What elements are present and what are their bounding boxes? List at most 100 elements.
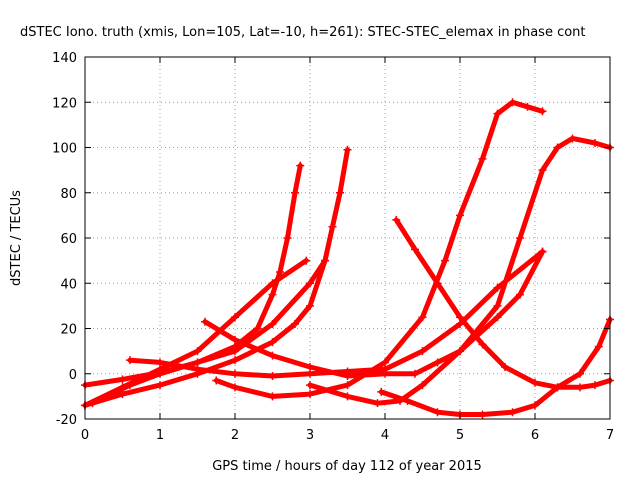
data-point-marker (516, 234, 524, 242)
data-point-marker (418, 381, 427, 390)
series-track-9 (392, 215, 614, 392)
data-point-marker (231, 313, 239, 322)
data-point-marker (193, 365, 202, 374)
data-point-marker (268, 319, 277, 328)
x-tick-label: 0 (81, 428, 89, 443)
data-point-marker (553, 383, 562, 392)
data-point-marker (306, 301, 314, 310)
data-point-marker (381, 358, 389, 367)
data-point-marker (418, 313, 427, 322)
data-point-marker (377, 387, 386, 396)
data-point-marker (231, 356, 239, 365)
series-line (213, 99, 545, 399)
series-track-4 (81, 256, 311, 410)
data-point-marker (231, 347, 239, 356)
series-track-6 (201, 134, 614, 381)
x-tick-label: 7 (606, 428, 614, 443)
data-point-marker (231, 335, 239, 344)
data-point-marker (268, 351, 277, 360)
data-point-marker (508, 408, 517, 417)
data-point-marker (231, 383, 239, 392)
data-point-marker (591, 381, 599, 390)
x-tick-label: 4 (381, 428, 389, 443)
y-tick-label: 140 (52, 51, 77, 66)
data-point-marker (268, 392, 277, 401)
series-track-8 (306, 247, 547, 408)
data-point-marker (523, 102, 532, 111)
series-track-5 (126, 247, 547, 381)
data-point-marker (441, 256, 449, 265)
data-point-marker (478, 154, 487, 163)
x-tick-label: 1 (156, 428, 164, 443)
data-point-marker (268, 338, 277, 347)
x-tick-label: 2 (231, 428, 239, 443)
series-line (82, 147, 350, 408)
data-point-marker (302, 256, 311, 265)
data-point-marker (576, 369, 584, 378)
data-point-marker (276, 267, 284, 276)
data-point-marker (343, 145, 352, 154)
data-point-marker (283, 234, 292, 242)
x-tick-label: 6 (531, 428, 539, 443)
data-point-marker (501, 362, 509, 371)
data-point-marker (321, 256, 329, 265)
series-line (202, 135, 613, 379)
data-point-marker (212, 376, 221, 385)
data-point-marker (193, 347, 202, 356)
data-point-marker (336, 188, 344, 197)
x-tick-label: 5 (456, 428, 464, 443)
y-tick-label: 0 (69, 368, 77, 383)
data-point-marker (568, 134, 577, 143)
x-axis-ticks: 0 1 2 3 4 5 6 7 (81, 57, 614, 443)
data-point-marker (411, 245, 419, 254)
data-point-marker (201, 317, 209, 326)
data-point-marker (478, 340, 487, 349)
data-point-marker (433, 279, 442, 288)
data-point-marker (343, 392, 352, 401)
data-point-marker (253, 324, 262, 333)
x-tick-label: 3 (306, 428, 314, 443)
series-track-10 (377, 315, 614, 419)
data-point-marker (156, 358, 164, 367)
data-point-marker (306, 369, 314, 378)
data-point-marker (193, 358, 202, 367)
data-series (81, 98, 614, 419)
data-point-marker (531, 378, 539, 387)
data-point-marker (576, 383, 584, 392)
data-point-marker (538, 247, 547, 256)
data-point-marker (328, 222, 337, 231)
series-line (90, 258, 328, 406)
data-point-marker (343, 381, 352, 390)
series-track-7 (212, 98, 547, 401)
data-point-marker (433, 358, 442, 367)
data-point-marker (156, 365, 164, 374)
data-point-marker (296, 161, 305, 170)
y-tick-label: 40 (60, 277, 77, 292)
data-point-marker (456, 313, 464, 322)
data-point-marker (538, 107, 547, 116)
y-axis-ticks: -20 0 20 40 60 80 100 120 140 (52, 51, 610, 428)
y-tick-label: 20 (60, 323, 77, 338)
y-tick-label: 60 (60, 232, 77, 247)
data-point-marker (516, 290, 524, 299)
data-point-marker (306, 279, 314, 288)
data-point-marker (291, 188, 299, 197)
data-point-marker (268, 372, 277, 381)
series-line (378, 316, 613, 417)
data-point-marker (456, 347, 464, 356)
data-point-marker (433, 408, 442, 417)
data-point-marker (508, 98, 517, 107)
data-point-marker (306, 390, 314, 399)
data-point-marker (418, 347, 427, 356)
grid-lines (85, 57, 610, 419)
data-point-marker (156, 381, 164, 390)
data-point-marker (493, 283, 502, 292)
data-point-marker (594, 342, 603, 351)
data-point-marker (306, 381, 314, 390)
data-point-marker (553, 143, 562, 152)
data-point-marker (478, 410, 487, 419)
chart-title: dSTEC Iono. truth (xmis, Lon=105, Lat=-1… (20, 25, 586, 40)
data-point-marker (531, 401, 539, 410)
data-point-marker (392, 215, 401, 224)
